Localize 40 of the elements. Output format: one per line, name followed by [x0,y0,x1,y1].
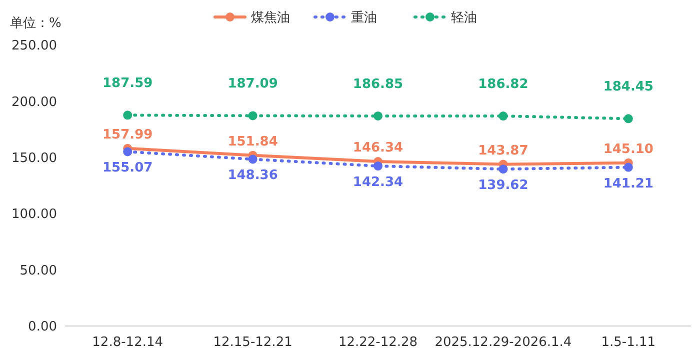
data-label: 186.85 [352,76,404,92]
data-label: 187.59 [102,76,153,92]
data-label: 141.21 [603,176,654,192]
point [248,111,258,120]
data-label: 151.84 [228,134,278,150]
point [248,154,258,164]
legend-label: 重油 [351,10,377,26]
point [498,112,508,121]
y-tick-label: 250.00 [12,38,57,54]
data-label: 148.36 [228,168,278,184]
data-label: 184.45 [603,80,654,95]
point [123,147,132,156]
x-tick-label: 2025.12.29-2026.1.4 [434,335,572,350]
y-tick-label: 150.00 [12,150,57,166]
data-label: 146.34 [352,140,404,156]
y-axis-title: 单位：% [10,16,62,31]
y-tick-label: 50.00 [20,263,57,278]
x-tick-label: 1.5-1.11 [601,335,656,350]
x-tick-label: 12.8-12.14 [92,335,164,350]
point [123,110,132,120]
legend-label: 煤焦油 [251,10,290,26]
y-tick-label: 0.00 [28,320,57,335]
point [374,111,382,120]
x-tick-label: 12.22-12.28 [338,335,418,350]
point [374,162,382,171]
x-tick-label: 12.15-12.21 [213,335,292,350]
data-label: 157.99 [102,127,153,142]
point [624,114,633,124]
point [498,164,508,174]
data-label: 186.82 [478,77,528,92]
data-label: 187.09 [228,76,278,92]
data-label: 155.07 [102,160,153,176]
data-label: 139.62 [478,178,528,194]
y-tick-label: 200.00 [12,94,57,110]
data-label: 142.34 [352,175,404,190]
legend-label: 轻油 [451,10,477,26]
point [624,162,633,172]
y-tick-label: 100.00 [12,207,57,222]
data-label: 143.87 [478,143,528,158]
data-label: 145.10 [603,142,654,157]
